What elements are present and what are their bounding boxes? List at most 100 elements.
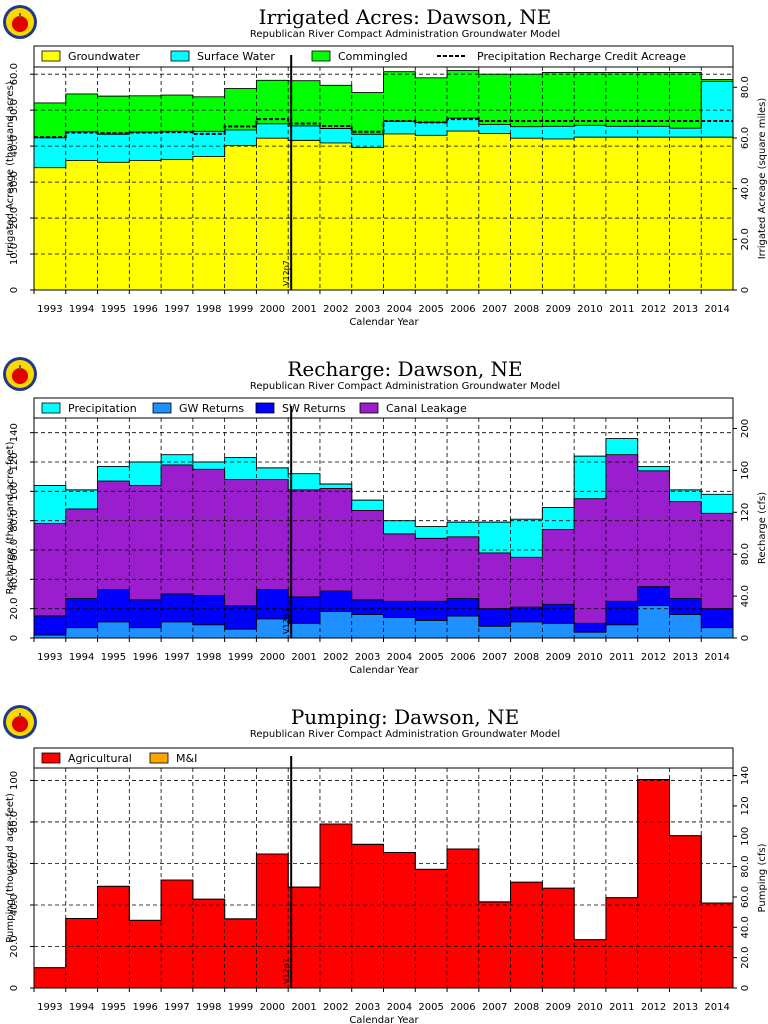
bar-segment-groundwater [129,160,162,290]
x-tick-label: 2011 [609,652,634,663]
x-tick-label: 2001 [291,1002,316,1013]
bar-segment-precipitation [65,489,99,509]
x-tick-label: 1996 [132,304,157,315]
x-tick-label: 2004 [387,304,412,315]
y-right-tick-label: 0 [740,635,751,641]
bar-segment-sw-returns [192,595,226,625]
x-axis-label: Calendar Year [349,665,419,676]
bar-segment-precipitation [319,484,353,489]
chart-subtitle: Republican River Compact Administration … [250,29,560,40]
logo-apple [12,716,28,732]
y-tick-label: 40.0 [9,135,20,157]
x-axis-label: Calendar Year [349,1015,419,1024]
bar-segment-gw-returns [669,614,702,638]
bar-segment-precipitation [542,507,575,530]
bar-segment-agricultural [256,853,289,988]
bar-segment-surface-water [256,123,289,139]
y-tick-label: 60.0 [9,539,20,561]
x-tick-label: 2009 [546,304,571,315]
logo-apple [12,368,28,384]
y-tick-label: 20.0 [9,598,20,620]
version-marker-label: V12p7 [282,958,291,984]
bar-segment-gw-returns [161,621,194,638]
x-tick-label: 2008 [514,652,539,663]
bar-segment-canal-leakage [161,464,194,594]
x-tick-label: 2006 [450,1002,475,1013]
bar-segment-commingled [351,92,384,135]
y-tick-label: 30.0 [9,171,20,193]
bar-segment-commingled [701,79,734,82]
bar-segment-surface-water [605,126,639,138]
bar-segment-canal-leakage [192,469,226,596]
x-tick-label: 1995 [101,652,126,663]
x-tick-label: 2000 [260,1002,285,1013]
bar-segment-agricultural [447,848,480,988]
logo-icon [3,357,37,391]
y-tick-label: 100 [9,771,20,790]
y-right-tick-label: 80.0 [740,76,751,98]
legend-swatch [41,50,61,62]
bar-segment-canal-leakage [288,489,321,597]
x-tick-label: 2012 [641,1002,666,1013]
x-tick-label: 2002 [323,652,348,663]
legend-swatch [170,50,190,62]
bar-segment-canal-leakage [351,510,384,600]
bar-segment-sw-returns [319,591,353,612]
bar-segment-precipitation [288,473,321,490]
bar-segment-gw-returns [574,632,607,638]
bar-segment-gw-returns [97,621,130,638]
bar-segment-precipitation [447,522,480,537]
y-right-tick-label: 20.0 [740,228,751,250]
legend-swatch [359,402,379,414]
bar-segment-agricultural [415,869,448,988]
y-axis-label: Recharge (thousand acre-feet) [5,441,16,594]
x-tick-label: 1998 [196,304,221,315]
bar-segment-gw-returns [351,614,384,638]
bar-segment-precipitation [415,526,448,539]
x-tick-label: 2005 [418,652,443,663]
x-tick-label: 2014 [704,304,729,315]
x-tick-label: 1997 [164,304,189,315]
bar-segment-commingled [319,85,353,129]
legend-label: Precipitation Recharge Credit Acreage [477,50,686,63]
x-tick-label: 2010 [577,304,602,315]
y-right-tick-label: 40.0 [740,178,751,200]
bar-segment-precipitation [574,456,607,499]
bar-segment-precipitation [351,500,384,511]
bar-segment-gw-returns [637,605,670,638]
chart-title: Recharge: Dawson, NE [287,357,522,381]
bar-segment-agricultural [574,939,607,988]
bar-segment-precipitation [478,522,512,553]
series-outline [34,605,733,636]
x-tick-label: 2008 [514,304,539,315]
logo-apple [12,16,28,32]
x-tick-label: 2003 [355,1002,380,1013]
bar-segment-groundwater [288,140,321,290]
bar-segment-commingled [97,96,130,135]
bar-segment-groundwater [351,147,384,290]
bar-segment-canal-leakage [415,538,448,602]
bar-segment-agricultural [701,902,734,988]
series-outline [34,586,733,624]
bar-segment-groundwater [637,137,670,290]
x-tick-label: 2014 [704,652,729,663]
legend-swatch [41,402,61,414]
bar-segment-sw-returns [161,594,194,622]
logo-icon [3,5,37,39]
x-tick-label: 1997 [164,1002,189,1013]
bar-segment-gw-returns [447,616,480,638]
bar-segment-sw-returns [65,598,99,628]
bar-segment-commingled [447,70,480,119]
bar-segment-sw-returns [510,607,543,622]
bar-segment-precipitation [605,438,639,455]
y-tick-label: 140 [9,423,20,442]
x-tick-label: 1994 [69,1002,94,1013]
series-outline [34,130,733,169]
bar-segment-gw-returns [224,629,257,638]
bar-segment-groundwater [701,137,734,290]
bar-segment-canal-leakage [319,488,353,592]
bar-segment-precipitation [161,454,194,465]
x-tick-label: 2012 [641,304,666,315]
y-tick-label: 40.0 [9,894,20,916]
